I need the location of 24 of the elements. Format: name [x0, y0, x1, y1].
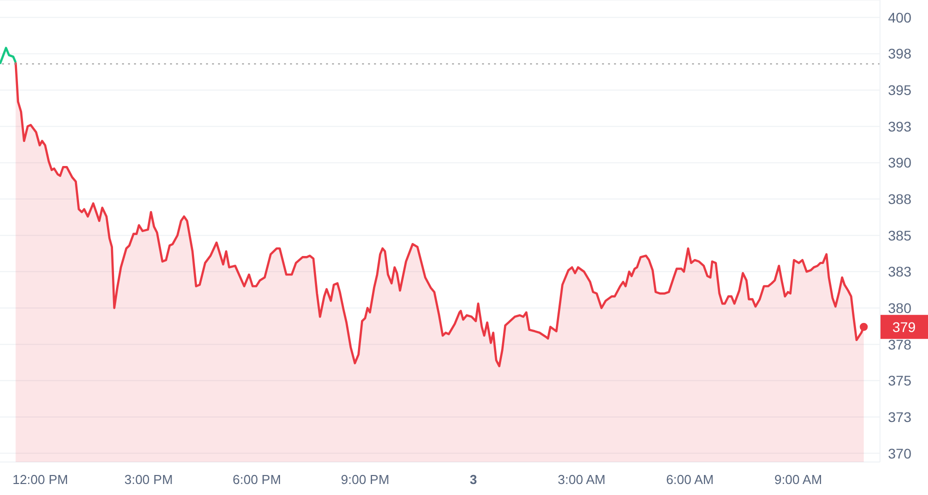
x-tick-label: 6:00 PM	[232, 472, 282, 487]
x-tick-label: 9:00 AM	[774, 472, 822, 487]
y-tick-label: 395	[888, 82, 912, 98]
annotation: 379	[892, 318, 916, 335]
x-tick-label: 3:00 AM	[558, 472, 606, 487]
x-tick-label: 9:00 PM	[340, 472, 390, 487]
y-tick-label: 385	[888, 227, 912, 244]
y-tick-label: 378	[888, 336, 912, 352]
y-tick-label: 380	[888, 300, 912, 316]
x-tick-label: 3:00 PM	[124, 472, 173, 487]
x-tick-label: 6:00 AM	[666, 472, 714, 487]
y-tick-label: 400	[888, 9, 912, 26]
y-tick-label: 398	[888, 46, 912, 62]
y-tick-label: 390	[888, 154, 912, 171]
y-tick-label: 370	[888, 445, 912, 462]
x-tick-label: 12:00 PM	[12, 472, 68, 487]
y-tick-label: 393	[888, 118, 912, 134]
price-tag: 379	[880, 314, 928, 339]
line-series	[0, 46, 17, 66]
x-tick-label: 3	[470, 472, 477, 487]
y-tick-label: 373	[888, 408, 912, 425]
y-tick-label: 388	[888, 191, 912, 208]
y-tick-label: 383	[888, 264, 912, 280]
y-tick-label: 375	[888, 372, 912, 389]
